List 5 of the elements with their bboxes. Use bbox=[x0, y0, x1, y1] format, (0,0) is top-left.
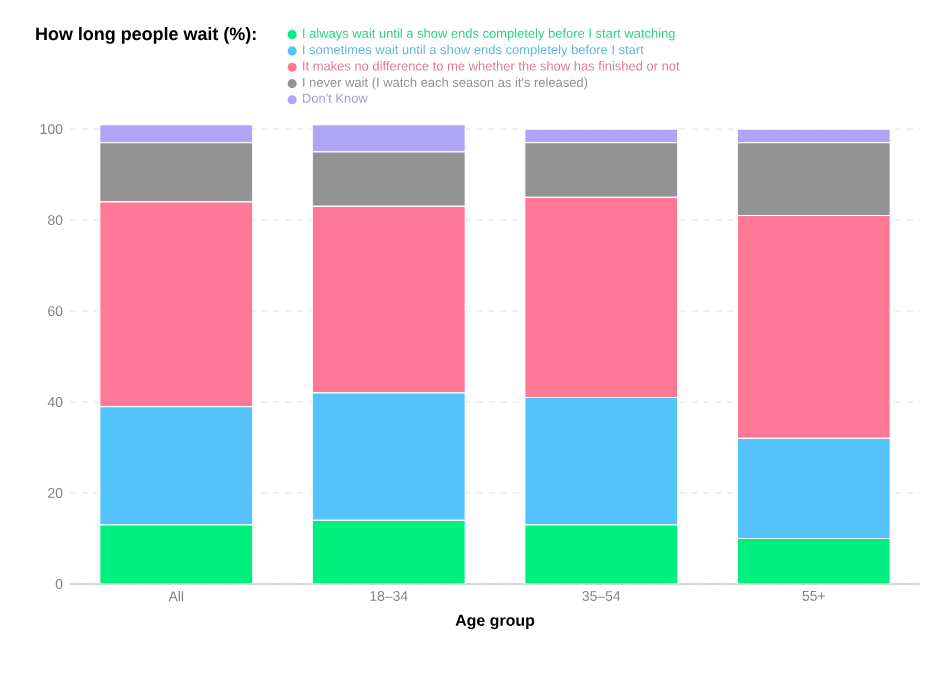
chart-title: How long people wait (%): bbox=[36, 27, 256, 44]
bar bbox=[311, 519, 466, 584]
bar bbox=[736, 537, 891, 584]
bar bbox=[524, 524, 679, 584]
bar bbox=[99, 524, 254, 584]
